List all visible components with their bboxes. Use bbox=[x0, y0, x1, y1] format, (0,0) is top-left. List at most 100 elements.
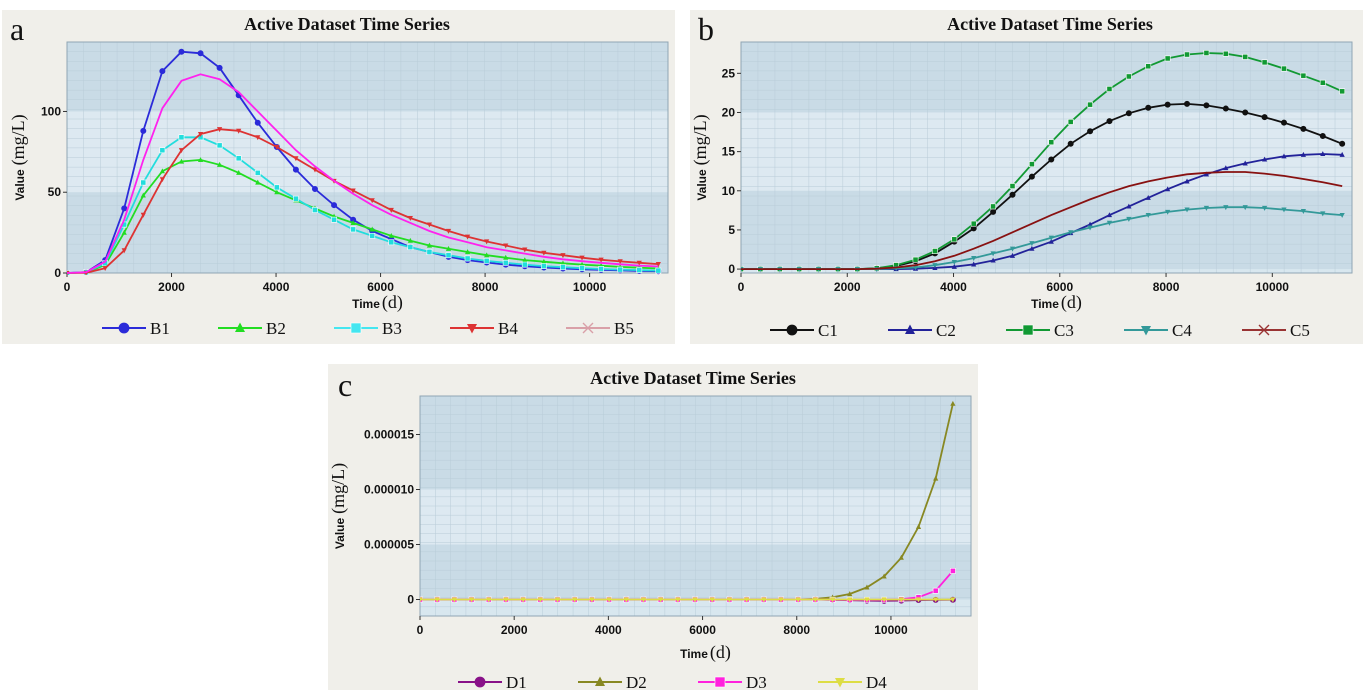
legend-item-d4: D4 bbox=[818, 673, 887, 692]
data-point-b4 bbox=[312, 167, 318, 173]
data-point-c1 bbox=[1184, 100, 1191, 107]
data-point-d4 bbox=[795, 597, 801, 603]
data-point-b3 bbox=[445, 252, 452, 259]
y-tick-label: 15 bbox=[722, 145, 736, 159]
data-point-c1 bbox=[1028, 173, 1035, 180]
data-point-c4 bbox=[1203, 205, 1210, 211]
data-point-c3 bbox=[1203, 50, 1210, 56]
data-point-c1 bbox=[1087, 128, 1094, 135]
panel-letter: c bbox=[338, 367, 352, 403]
data-point-b4 bbox=[388, 207, 394, 213]
data-point-c2 bbox=[1009, 252, 1016, 258]
chart-title: Active Dataset Time Series bbox=[590, 368, 796, 388]
data-point-c1 bbox=[1339, 140, 1346, 147]
data-point-c4 bbox=[1339, 212, 1345, 218]
data-point-b2 bbox=[464, 249, 471, 255]
data-point-b2 bbox=[445, 245, 452, 251]
data-point-c3 bbox=[1087, 101, 1093, 108]
legend-label: C3 bbox=[1054, 321, 1074, 340]
data-point-b1 bbox=[254, 119, 261, 126]
series-c5 bbox=[741, 171, 1343, 270]
x-axis-label-word: Time bbox=[680, 647, 708, 661]
legend-marker bbox=[118, 322, 130, 334]
data-point-b3 bbox=[560, 264, 566, 271]
y-axis-label-unit: (mg/L) bbox=[328, 463, 349, 514]
data-point-b2 bbox=[350, 220, 356, 226]
x-tick-label: 10000 bbox=[874, 623, 908, 637]
data-point-b3 bbox=[331, 216, 337, 223]
legend-label: B5 bbox=[614, 319, 634, 338]
data-point-c1 bbox=[1106, 118, 1113, 125]
y-tick-label: 0 bbox=[54, 266, 61, 280]
data-point-c3 bbox=[1048, 139, 1055, 146]
data-point-c2 bbox=[1184, 178, 1190, 184]
data-point-b3 bbox=[579, 265, 585, 272]
legend-marker bbox=[582, 322, 594, 334]
data-point-b2 bbox=[388, 232, 394, 238]
data-point-b3 bbox=[312, 207, 318, 213]
data-point-b4 bbox=[579, 255, 585, 261]
data-point-c2 bbox=[1106, 212, 1113, 218]
legend-item-d3: D3 bbox=[698, 673, 767, 692]
data-point-d4 bbox=[537, 597, 543, 603]
chart-title: Active Dataset Time Series bbox=[947, 14, 1153, 34]
data-point-b4 bbox=[178, 148, 185, 154]
data-point-c4 bbox=[951, 259, 957, 265]
data-point-b3 bbox=[369, 232, 376, 239]
grid-lines bbox=[741, 42, 1352, 273]
data-point-b1 bbox=[121, 205, 128, 212]
legend-label: D4 bbox=[866, 673, 887, 690]
legend-marker bbox=[595, 676, 605, 686]
data-point-c4 bbox=[1165, 209, 1171, 215]
data-point-b3 bbox=[350, 226, 357, 233]
y-axis-label-unit: (mg/L) bbox=[690, 114, 711, 165]
data-point-c4 bbox=[1087, 225, 1093, 231]
chart-panel-a: Active Dataset Time Series a 0 2000 4000 6000… bbox=[2, 10, 675, 344]
data-point-b2 bbox=[484, 252, 490, 258]
data-point-b3 bbox=[178, 134, 185, 141]
y-tick-label: 0.000010 bbox=[364, 483, 414, 497]
data-point-c2 bbox=[1223, 165, 1229, 171]
legend-label: C5 bbox=[1290, 321, 1310, 340]
data-point-c2 bbox=[1203, 171, 1210, 177]
data-point-c4 bbox=[1242, 205, 1248, 211]
data-point-d4 bbox=[812, 597, 818, 603]
data-point-b2 bbox=[369, 226, 375, 232]
data-point-c1 bbox=[1242, 109, 1249, 116]
data-point-c2 bbox=[1242, 160, 1248, 166]
chart-panel-b: Active Dataset Time Series b 0 2000 4000 6000… bbox=[690, 10, 1363, 344]
data-point-b2 bbox=[541, 258, 547, 264]
data-point-c4 bbox=[1184, 207, 1190, 213]
data-point-b4 bbox=[293, 156, 299, 162]
data-point-c3 bbox=[1319, 79, 1326, 86]
data-point-b4 bbox=[503, 243, 509, 249]
data-point-b3 bbox=[140, 179, 147, 186]
data-point-b2 bbox=[522, 257, 528, 263]
data-point-c4 bbox=[1106, 220, 1113, 226]
y-tick-label: 10 bbox=[722, 184, 736, 198]
legend-item-c5: C5 bbox=[1242, 321, 1310, 340]
data-point-c2 bbox=[971, 261, 977, 267]
y-tick-label: 20 bbox=[722, 105, 736, 119]
data-point-b4 bbox=[655, 262, 661, 267]
legend-marker bbox=[350, 322, 362, 334]
data-point-b3 bbox=[273, 184, 280, 191]
data-point-c2 bbox=[990, 257, 996, 263]
data-point-d4 bbox=[554, 597, 561, 603]
series-b4 bbox=[67, 127, 661, 275]
data-point-c3 bbox=[1242, 53, 1249, 60]
data-point-b4 bbox=[617, 259, 623, 265]
data-point-c3 bbox=[1281, 65, 1287, 72]
data-point-d4 bbox=[829, 597, 836, 603]
data-point-b4 bbox=[560, 253, 566, 259]
data-point-b2 bbox=[560, 260, 566, 266]
data-point-d4 bbox=[726, 597, 733, 603]
legend-item-b1: B1 bbox=[102, 319, 170, 338]
y-axis-label-word: Value bbox=[13, 169, 27, 201]
plot-border bbox=[740, 41, 1353, 274]
data-point-b3 bbox=[388, 239, 395, 246]
x-tick-label: 4000 bbox=[595, 623, 622, 637]
data-point-b4 bbox=[484, 239, 490, 245]
series-line-b5 bbox=[67, 73, 659, 274]
y-axis-label-unit: (mg/L) bbox=[8, 114, 29, 165]
